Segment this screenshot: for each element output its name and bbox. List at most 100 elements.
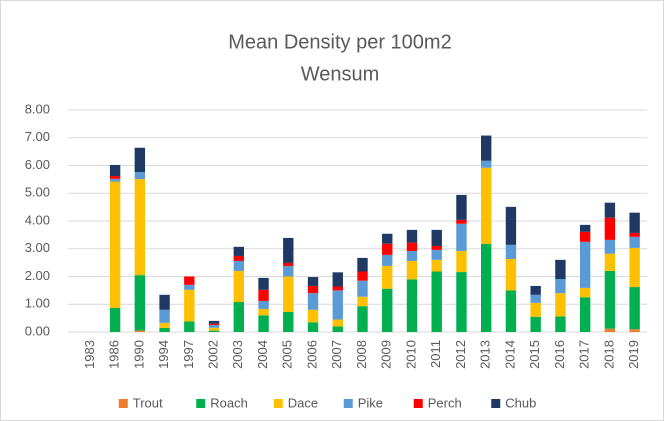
bar-segment [406, 279, 418, 332]
bar-segment [505, 290, 517, 332]
bar-segment [406, 229, 418, 243]
bar-segment [481, 135, 492, 161]
bar-segment [208, 330, 220, 332]
bar-segment [109, 176, 121, 179]
bar-segment [332, 290, 343, 320]
bar-segment [357, 271, 368, 281]
bar-segment [184, 289, 195, 322]
bar-segment [233, 302, 244, 332]
y-tick-label: 4.00 [25, 212, 50, 227]
x-tick-label: 2006 [304, 340, 319, 369]
bar-segment [208, 323, 220, 326]
x-tick-label: 2013 [478, 340, 493, 369]
bar-segment [283, 262, 294, 266]
bar-segment [530, 316, 541, 332]
legend-label: Chub [505, 395, 536, 410]
legend-swatch [196, 399, 206, 408]
bar-segment [481, 243, 492, 332]
bar-segment [530, 302, 541, 317]
bar-segment [283, 237, 294, 263]
x-tick-label: 2015 [527, 340, 542, 369]
bar-segment [431, 271, 442, 332]
bar-segment [357, 296, 368, 307]
bar-segment [629, 212, 640, 233]
x-tick-label: 1986 [107, 340, 122, 369]
bar-segment [382, 254, 393, 266]
legend-swatch [343, 399, 353, 408]
bar-segment [604, 239, 616, 254]
x-tick-label: 2003 [230, 340, 245, 369]
x-tick-label: 1997 [181, 340, 196, 369]
bar-segment [456, 194, 467, 220]
bar-segment [530, 294, 541, 303]
bar-segment [258, 308, 269, 316]
bar-segment [184, 284, 195, 290]
bar-segment [184, 321, 195, 332]
x-tick-label: 2009 [379, 340, 394, 369]
x-tick-label: 2007 [329, 340, 344, 369]
legend-label: Pike [358, 395, 383, 410]
bar-segment [382, 265, 393, 289]
bar-segment [604, 217, 616, 240]
bar-segment [382, 243, 393, 255]
bar-segment [579, 297, 591, 332]
bar-segment [208, 325, 220, 328]
bar-segment [579, 241, 591, 288]
bar-segment [357, 306, 368, 332]
x-tick-label: 2018 [601, 340, 616, 369]
bar-segment [159, 309, 170, 323]
legend-label: Perch [428, 395, 462, 410]
bar-segment [134, 172, 146, 180]
y-tick-label: 0.00 [25, 323, 50, 338]
bar-segment [332, 319, 343, 327]
legend-label: Dace [288, 395, 318, 410]
bar-segment [184, 276, 195, 285]
bar-segment [134, 275, 146, 331]
bar-segment [406, 242, 418, 251]
bar-segment [233, 246, 244, 256]
legend-label: Roach [210, 395, 248, 410]
bar-segment [258, 289, 269, 301]
bar-segment [208, 320, 220, 324]
x-tick-label: 2011 [428, 340, 443, 368]
bar-segment [505, 206, 517, 245]
bar-segment [629, 287, 640, 330]
bar-segment [307, 277, 319, 286]
x-tick-label: 2004 [255, 340, 270, 369]
bar-segment [208, 327, 220, 331]
legend-swatch [491, 399, 501, 408]
y-tick-label: 1.00 [25, 296, 50, 311]
bar-segment [357, 280, 368, 297]
y-tick-label: 2.00 [25, 268, 50, 283]
bar-segment [258, 315, 269, 332]
bar-segment [555, 293, 566, 317]
bar-segment [283, 312, 294, 332]
bar-segment [431, 245, 442, 250]
bar-segment [109, 178, 121, 182]
bar-segment [431, 259, 442, 272]
bar-segment [134, 179, 146, 276]
x-tick-label: 2010 [403, 340, 418, 369]
x-tick-label: 1990 [131, 340, 146, 369]
x-tick-label: 2008 [354, 340, 369, 369]
legend-swatch [273, 399, 283, 408]
y-tick-label: 6.00 [25, 157, 50, 172]
bar-segment [134, 147, 146, 173]
bar-segment [307, 285, 319, 294]
x-tick-label: 2012 [453, 340, 468, 369]
y-tick-label: 8.00 [25, 101, 50, 116]
bar-segment [283, 276, 294, 313]
bar-segment [431, 249, 442, 260]
legend-swatch [118, 399, 128, 408]
bar-segment [233, 260, 244, 271]
bar-segment [505, 259, 517, 291]
bar-segment [406, 250, 418, 261]
bar-segment [307, 293, 319, 310]
chart-subtitle: Wensum [301, 63, 380, 85]
bar-segment [233, 255, 244, 261]
bar-segment [159, 294, 170, 310]
bar-segment [579, 231, 591, 242]
bar-segment [456, 223, 467, 251]
bar-segment [233, 270, 244, 303]
bar-segment [382, 233, 393, 244]
